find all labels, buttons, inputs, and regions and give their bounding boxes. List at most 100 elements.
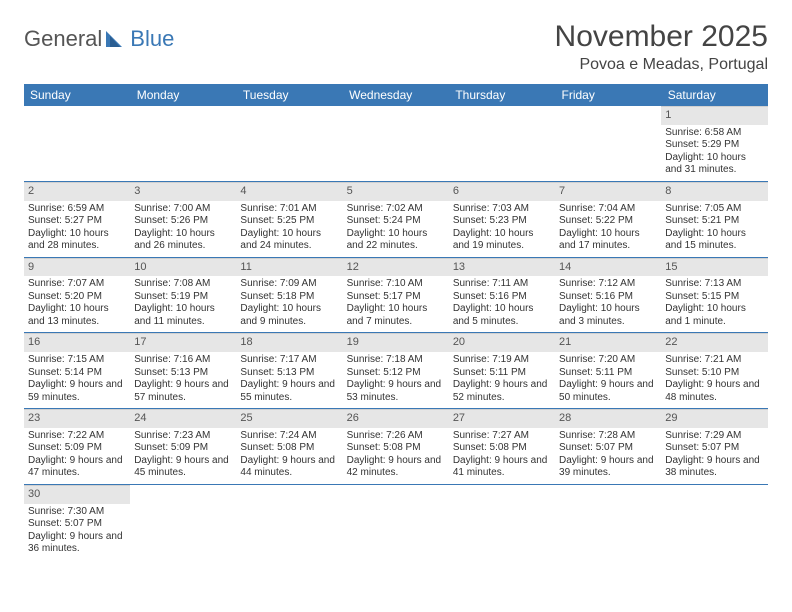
daylight-line: Daylight: 10 hours and 13 minutes. <box>28 303 126 328</box>
day-body: Sunrise: 7:29 AMSunset: 5:07 PMDaylight:… <box>661 428 767 484</box>
daylight-line: Daylight: 10 hours and 31 minutes. <box>665 152 763 177</box>
sunset-line: Sunset: 5:07 PM <box>28 518 126 531</box>
sunrise-line: Sunrise: 7:28 AM <box>559 430 657 443</box>
sunset-line: Sunset: 5:21 PM <box>665 215 763 228</box>
sunrise-line: Sunrise: 7:10 AM <box>347 278 445 291</box>
sunrise-line: Sunrise: 7:30 AM <box>28 506 126 519</box>
logo-sail-icon <box>104 29 128 49</box>
sunset-line: Sunset: 5:19 PM <box>134 291 232 304</box>
calendar-cell: 14Sunrise: 7:12 AMSunset: 5:16 PMDayligh… <box>555 257 661 333</box>
calendar-cell: 17Sunrise: 7:16 AMSunset: 5:13 PMDayligh… <box>130 333 236 409</box>
day-number: 21 <box>555 333 661 352</box>
calendar-cell <box>555 106 661 181</box>
sunset-line: Sunset: 5:11 PM <box>559 367 657 380</box>
sunset-line: Sunset: 5:24 PM <box>347 215 445 228</box>
sunset-line: Sunset: 5:25 PM <box>240 215 338 228</box>
sunset-line: Sunset: 5:09 PM <box>134 442 232 455</box>
day-body: Sunrise: 7:08 AMSunset: 5:19 PMDaylight:… <box>130 276 236 332</box>
daylight-line: Daylight: 9 hours and 41 minutes. <box>453 455 551 480</box>
day-body: Sunrise: 7:18 AMSunset: 5:12 PMDaylight:… <box>343 352 449 408</box>
daylight-line: Daylight: 9 hours and 44 minutes. <box>240 455 338 480</box>
sunset-line: Sunset: 5:08 PM <box>453 442 551 455</box>
day-number: 10 <box>130 258 236 277</box>
daylight-line: Daylight: 10 hours and 1 minute. <box>665 303 763 328</box>
day-body: Sunrise: 7:11 AMSunset: 5:16 PMDaylight:… <box>449 276 555 332</box>
sunset-line: Sunset: 5:20 PM <box>28 291 126 304</box>
sunset-line: Sunset: 5:22 PM <box>559 215 657 228</box>
day-body: Sunrise: 7:07 AMSunset: 5:20 PMDaylight:… <box>24 276 130 332</box>
day-number: 24 <box>130 409 236 428</box>
calendar-cell: 12Sunrise: 7:10 AMSunset: 5:17 PMDayligh… <box>343 257 449 333</box>
daylight-line: Daylight: 9 hours and 38 minutes. <box>665 455 763 480</box>
calendar-cell: 24Sunrise: 7:23 AMSunset: 5:09 PMDayligh… <box>130 409 236 485</box>
day-body: Sunrise: 7:19 AMSunset: 5:11 PMDaylight:… <box>449 352 555 408</box>
daylight-line: Daylight: 10 hours and 3 minutes. <box>559 303 657 328</box>
day-body: Sunrise: 7:27 AMSunset: 5:08 PMDaylight:… <box>449 428 555 484</box>
location-subtitle: Povoa e Meadas, Portugal <box>555 56 768 74</box>
weekday-header: Friday <box>555 84 661 106</box>
day-body: Sunrise: 7:15 AMSunset: 5:14 PMDaylight:… <box>24 352 130 408</box>
sunrise-line: Sunrise: 6:59 AM <box>28 203 126 216</box>
daylight-line: Daylight: 9 hours and 36 minutes. <box>28 531 126 556</box>
day-number: 25 <box>236 409 342 428</box>
day-body: Sunrise: 7:21 AMSunset: 5:10 PMDaylight:… <box>661 352 767 408</box>
daylight-line: Daylight: 9 hours and 52 minutes. <box>453 379 551 404</box>
calendar-cell <box>343 484 449 559</box>
calendar-cell <box>449 106 555 181</box>
logo-text-blue: Blue <box>130 26 174 52</box>
day-body: Sunrise: 7:10 AMSunset: 5:17 PMDaylight:… <box>343 276 449 332</box>
calendar-week-row: 23Sunrise: 7:22 AMSunset: 5:09 PMDayligh… <box>24 409 768 485</box>
day-body: Sunrise: 7:12 AMSunset: 5:16 PMDaylight:… <box>555 276 661 332</box>
calendar-cell: 3Sunrise: 7:00 AMSunset: 5:26 PMDaylight… <box>130 181 236 257</box>
sunrise-line: Sunrise: 7:16 AM <box>134 354 232 367</box>
day-number: 28 <box>555 409 661 428</box>
day-number: 18 <box>236 333 342 352</box>
calendar-cell: 26Sunrise: 7:26 AMSunset: 5:08 PMDayligh… <box>343 409 449 485</box>
sunset-line: Sunset: 5:23 PM <box>453 215 551 228</box>
calendar-cell: 28Sunrise: 7:28 AMSunset: 5:07 PMDayligh… <box>555 409 661 485</box>
daylight-line: Daylight: 9 hours and 59 minutes. <box>28 379 126 404</box>
day-body: Sunrise: 7:01 AMSunset: 5:25 PMDaylight:… <box>236 201 342 257</box>
sunrise-line: Sunrise: 7:01 AM <box>240 203 338 216</box>
calendar-week-row: 9Sunrise: 7:07 AMSunset: 5:20 PMDaylight… <box>24 257 768 333</box>
calendar-cell: 8Sunrise: 7:05 AMSunset: 5:21 PMDaylight… <box>661 181 767 257</box>
calendar-cell: 22Sunrise: 7:21 AMSunset: 5:10 PMDayligh… <box>661 333 767 409</box>
page-title: November 2025 <box>555 20 768 54</box>
calendar-cell: 4Sunrise: 7:01 AMSunset: 5:25 PMDaylight… <box>236 181 342 257</box>
calendar-cell: 9Sunrise: 7:07 AMSunset: 5:20 PMDaylight… <box>24 257 130 333</box>
sunrise-line: Sunrise: 7:11 AM <box>453 278 551 291</box>
daylight-line: Daylight: 10 hours and 7 minutes. <box>347 303 445 328</box>
sunset-line: Sunset: 5:17 PM <box>347 291 445 304</box>
day-number: 8 <box>661 182 767 201</box>
weekday-header: Thursday <box>449 84 555 106</box>
calendar-cell: 23Sunrise: 7:22 AMSunset: 5:09 PMDayligh… <box>24 409 130 485</box>
day-number: 17 <box>130 333 236 352</box>
day-body: Sunrise: 7:04 AMSunset: 5:22 PMDaylight:… <box>555 201 661 257</box>
day-number: 22 <box>661 333 767 352</box>
day-body: Sunrise: 7:23 AMSunset: 5:09 PMDaylight:… <box>130 428 236 484</box>
sunrise-line: Sunrise: 7:24 AM <box>240 430 338 443</box>
sunrise-line: Sunrise: 7:23 AM <box>134 430 232 443</box>
sunrise-line: Sunrise: 7:19 AM <box>453 354 551 367</box>
day-number: 27 <box>449 409 555 428</box>
day-body: Sunrise: 7:09 AMSunset: 5:18 PMDaylight:… <box>236 276 342 332</box>
calendar-cell <box>130 484 236 559</box>
sunrise-line: Sunrise: 7:13 AM <box>665 278 763 291</box>
day-number: 19 <box>343 333 449 352</box>
sunrise-line: Sunrise: 7:00 AM <box>134 203 232 216</box>
calendar-cell <box>343 106 449 181</box>
daylight-line: Daylight: 10 hours and 11 minutes. <box>134 303 232 328</box>
sunset-line: Sunset: 5:07 PM <box>559 442 657 455</box>
sunrise-line: Sunrise: 7:15 AM <box>28 354 126 367</box>
calendar-cell <box>449 484 555 559</box>
calendar-table: Sunday Monday Tuesday Wednesday Thursday… <box>24 84 768 560</box>
daylight-line: Daylight: 9 hours and 45 minutes. <box>134 455 232 480</box>
sunset-line: Sunset: 5:27 PM <box>28 215 126 228</box>
calendar-cell <box>661 484 767 559</box>
calendar-cell: 11Sunrise: 7:09 AMSunset: 5:18 PMDayligh… <box>236 257 342 333</box>
sunrise-line: Sunrise: 7:12 AM <box>559 278 657 291</box>
day-body: Sunrise: 7:30 AMSunset: 5:07 PMDaylight:… <box>24 504 130 560</box>
sunset-line: Sunset: 5:18 PM <box>240 291 338 304</box>
sunrise-line: Sunrise: 7:05 AM <box>665 203 763 216</box>
day-number: 29 <box>661 409 767 428</box>
